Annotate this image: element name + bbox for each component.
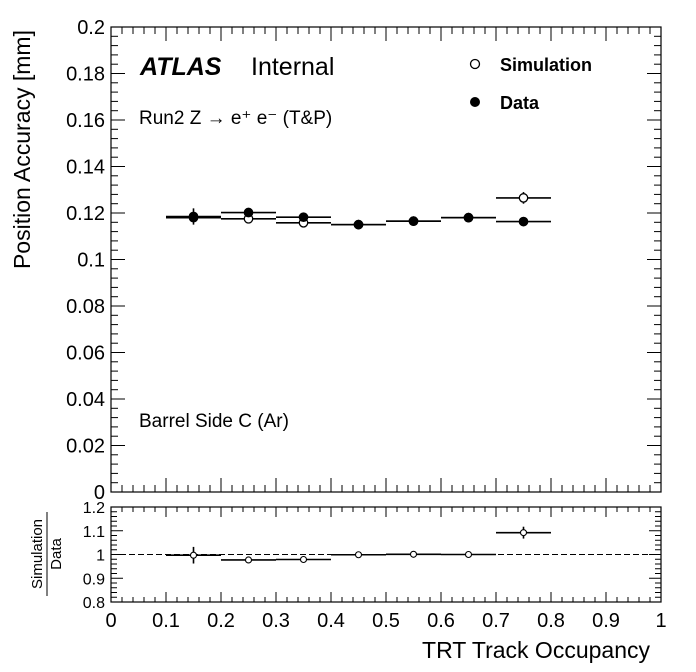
data-marker <box>353 219 364 230</box>
main-x-axis <box>110 27 662 492</box>
region-annotation: Barrel Side C (Ar) <box>139 411 289 432</box>
data-point <box>386 216 441 226</box>
ratio-marker <box>244 556 253 564</box>
ratio-denominator-label: Data <box>48 538 65 570</box>
ratio-y-tick-label: 0.9 <box>83 571 105 588</box>
x-tick-label: 0.7 <box>482 610 510 632</box>
ratio-marker <box>189 551 198 559</box>
series-ratio <box>166 526 551 564</box>
x-tick-label: 0.9 <box>592 610 620 632</box>
legend: Simulation Data <box>469 55 592 113</box>
legend-simulation-marker <box>469 58 481 70</box>
y-tick-label: 0.14 <box>66 157 105 179</box>
y-tick-label: 0.04 <box>66 389 105 411</box>
data-point <box>221 207 276 218</box>
y-tick-label: 0.12 <box>66 203 105 225</box>
y-tick-label: 0.1 <box>77 250 105 272</box>
data-marker <box>463 212 474 223</box>
x-tick-label: 0.4 <box>317 610 345 632</box>
process-annotation: Run2 Z → e⁺ e⁻ (T&P) <box>139 108 332 129</box>
x-axis-title: TRT Track Occupancy <box>422 637 650 663</box>
y-tick-label: 0.08 <box>66 296 105 318</box>
ratio-x-axis: 0 0.1 0.2 0.3 0.4 0.5 0.6 0.7 0.8 0.9 1 <box>105 507 667 632</box>
ratio-point <box>496 526 551 539</box>
ratio-y-tick-label: 1.2 <box>83 500 105 517</box>
ratio-point <box>386 550 441 558</box>
ratio-y-axis: 0.8 0.9 1 1.1 1.2 <box>83 500 661 612</box>
atlas-label: ATLAS <box>139 53 222 81</box>
data-marker <box>298 212 309 223</box>
data-point <box>166 208 221 225</box>
x-tick-label: 1 <box>655 610 666 632</box>
ratio-point <box>331 551 386 559</box>
ratio-point <box>276 555 331 564</box>
atlas-status-label: Internal <box>251 53 334 81</box>
x-tick-label: 0.1 <box>152 610 180 632</box>
ratio-y-tick-label: 1 <box>96 548 105 565</box>
y-tick-label: 0 <box>94 482 105 504</box>
ratio-point <box>221 556 276 564</box>
x-tick-label: 0.3 <box>262 610 290 632</box>
data-marker <box>518 216 529 227</box>
ratio-marker <box>299 555 308 564</box>
y-tick-label: 0.06 <box>66 343 105 365</box>
ratio-point <box>166 546 221 564</box>
x-tick-label: 0.5 <box>372 610 400 632</box>
ratio-point <box>441 550 496 559</box>
data-point <box>496 216 551 227</box>
x-tick-label: 0.2 <box>207 610 235 632</box>
x-tick-label: 0 <box>105 610 116 632</box>
series-data <box>166 207 551 230</box>
main-y-axis: 0 0.02 0.04 0.06 0.08 0.1 0.12 0.14 0.16 0.18 0.2 <box>66 17 661 504</box>
data-marker <box>408 216 419 226</box>
data-point <box>441 212 496 223</box>
data-point <box>331 219 386 230</box>
ratio-marker <box>409 550 418 558</box>
y-tick-label: 0.2 <box>77 17 105 39</box>
ratio-y-axis-title: Simulation Data <box>29 512 65 596</box>
legend-simulation-label: Simulation <box>500 55 592 75</box>
y-tick-label: 0.18 <box>66 64 105 86</box>
ratio-marker <box>464 550 473 559</box>
data-marker <box>243 207 254 218</box>
legend-data-label: Data <box>500 93 540 113</box>
x-tick-label: 0.8 <box>537 610 565 632</box>
y-tick-label: 0.02 <box>66 436 105 458</box>
data-marker <box>188 211 199 222</box>
ratio-y-tick-label: 0.8 <box>83 595 105 612</box>
ratio-y-tick-label: 1.1 <box>83 524 105 541</box>
ratio-numerator-label: Simulation <box>29 519 46 589</box>
simulation-point <box>496 192 551 204</box>
simulation-marker <box>518 193 529 203</box>
legend-data-marker <box>470 97 480 107</box>
y-axis-title: Position Accuracy [mm] <box>9 30 35 269</box>
ratio-marker <box>354 551 363 559</box>
x-tick-label: 0.6 <box>427 610 455 632</box>
data-point <box>276 212 331 223</box>
y-tick-label: 0.16 <box>66 110 105 132</box>
ratio-marker <box>519 529 528 537</box>
